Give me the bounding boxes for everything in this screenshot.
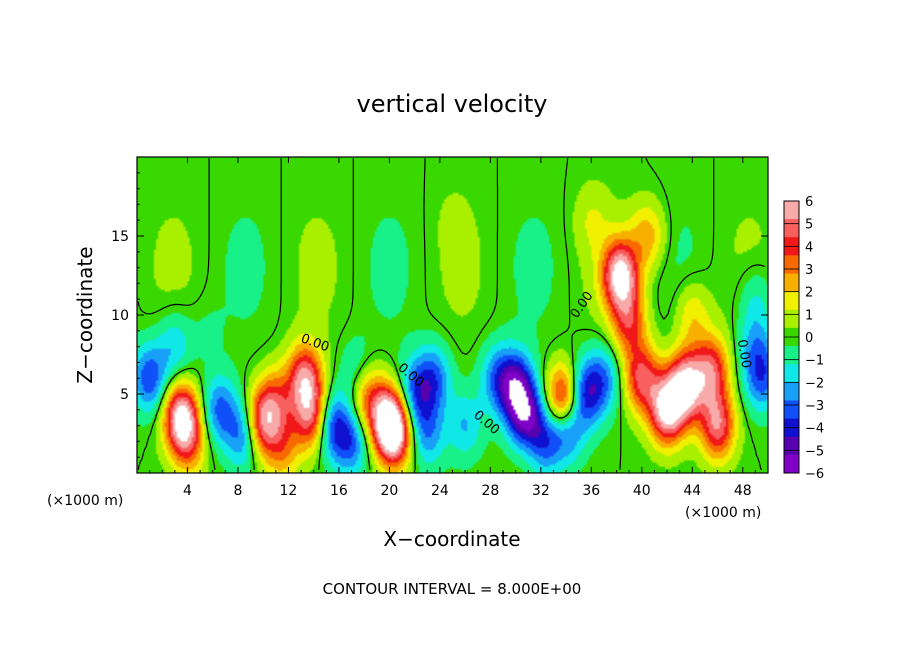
y-tick-label: 15: [111, 229, 129, 245]
colorbar: 6 5 4 3 2 1 0 −1 −2 −3 −4 −5 −6: [783, 195, 824, 482]
colorbar-tick-label: 1: [805, 308, 813, 323]
colorbar-tick-label: 0: [805, 331, 813, 346]
x-tick-label: 28: [481, 483, 499, 499]
colorbar-tick-label: 6: [805, 195, 813, 210]
x-axis-ticks: 4 8 12 16 20 24 28 32 36 40 44 48: [149, 157, 756, 499]
colorbar-swatch: [784, 364, 799, 383]
colorbar-tick-label: 4: [805, 240, 813, 255]
zero-contour-line: [137, 157, 765, 471]
colorbar-swatch: [784, 201, 799, 220]
chart-title: vertical velocity: [357, 90, 548, 118]
x-unit-right: (×1000 m): [685, 505, 761, 521]
colorbar-tick-label: −5: [805, 444, 824, 459]
x-tick-label: 24: [431, 483, 449, 499]
x-tick-label: 8: [233, 483, 242, 499]
x-axis-label: X−coordinate: [383, 527, 520, 551]
colorbar-tick-label: −4: [805, 422, 824, 437]
x-tick-label: 48: [734, 483, 752, 499]
colorbar-tick-label: −3: [805, 399, 824, 414]
x-unit-left: (×1000 m): [47, 493, 123, 509]
colorbar-swatch: [784, 273, 799, 293]
colorbar-tick-label: 2: [805, 286, 813, 301]
velocity-field: [137, 157, 768, 473]
colorbar-swatch: [784, 400, 799, 420]
colorbar-swatch: [784, 219, 799, 238]
y-tick-label: 10: [111, 308, 129, 324]
contour-interval-note: CONTOUR INTERVAL = 8.000E+00: [323, 580, 582, 598]
y-axis-ticks: 5 10 15: [111, 172, 768, 458]
x-tick-label: 16: [330, 483, 348, 499]
colorbar-swatch: [784, 436, 799, 456]
contour-label: 0.00: [734, 338, 754, 369]
x-tick-label: 12: [280, 483, 298, 499]
x-tick-label: 36: [582, 483, 600, 499]
colorbar-swatch: [784, 291, 799, 311]
velocity-field-image: [137, 157, 768, 473]
colorbar-tick-label: −2: [805, 376, 824, 391]
colorbar-tick-label: 3: [805, 263, 813, 278]
y-axis-label: Z−coordinate: [73, 246, 97, 383]
colorbar-tick-label: −1: [805, 354, 824, 369]
colorbar-swatch: [784, 454, 799, 474]
colorbar-swatch: [784, 255, 799, 275]
colorbar-tick-label: 5: [805, 218, 813, 233]
x-tick-label: 20: [380, 483, 398, 499]
colorbar-swatch: [784, 346, 799, 365]
y-tick-label: 5: [120, 387, 129, 403]
colorbar-swatch: [784, 382, 799, 401]
x-tick-label: 40: [633, 483, 651, 499]
x-tick-label: 44: [683, 483, 701, 499]
colorbar-tick-label: −6: [805, 467, 824, 482]
x-tick-label: 32: [532, 483, 550, 499]
x-tick-label: 4: [183, 483, 192, 499]
colorbar-swatch: [784, 309, 799, 329]
